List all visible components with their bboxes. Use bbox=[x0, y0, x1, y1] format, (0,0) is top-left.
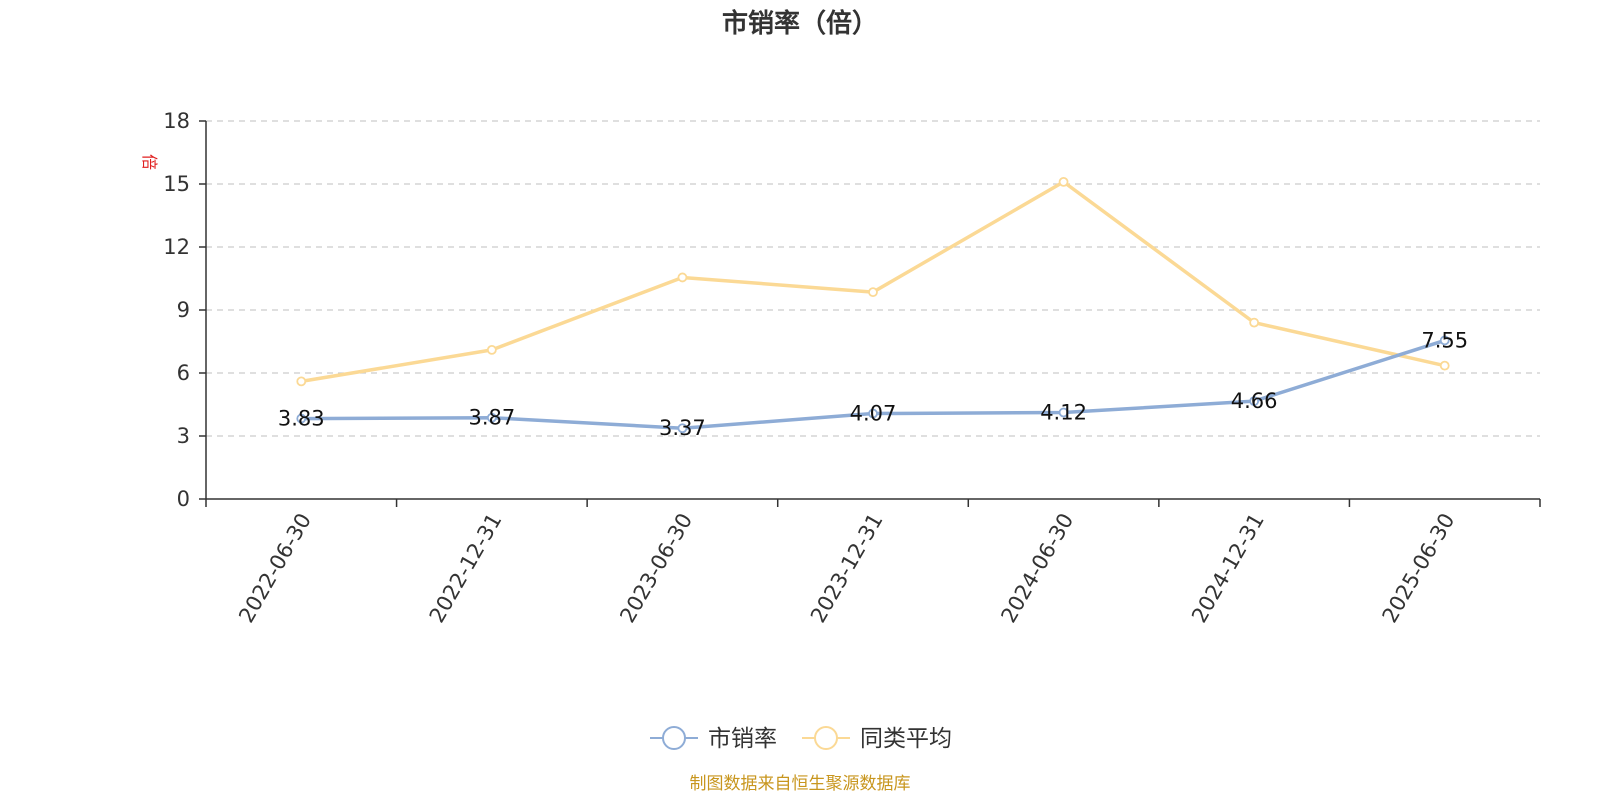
data-point bbox=[868, 408, 878, 419]
data-label: 4.07 bbox=[850, 402, 897, 426]
source-note: 制图数据来自恒生聚源数据库 bbox=[690, 774, 911, 794]
y-tick-label: 0 bbox=[177, 487, 190, 511]
y-tick-label: 12 bbox=[163, 235, 190, 259]
x-tick-label: 2022-06-30 bbox=[234, 509, 316, 627]
data-point bbox=[1249, 396, 1260, 407]
data-label: 3.87 bbox=[468, 406, 515, 430]
x-tick-label: 2024-06-30 bbox=[996, 509, 1078, 627]
data-label: 7.55 bbox=[1421, 328, 1468, 352]
x-tick-label: 2023-12-31 bbox=[806, 509, 888, 627]
legend-label: 同类平均 bbox=[860, 726, 952, 752]
legend-marker bbox=[814, 726, 838, 750]
data-point bbox=[1058, 407, 1069, 418]
legend-item-peer-average[interactable]: 同类平均 bbox=[802, 726, 952, 752]
data-label: 4.12 bbox=[1040, 400, 1087, 424]
data-point bbox=[677, 272, 688, 283]
data-point bbox=[868, 287, 878, 298]
y-tick-label: 9 bbox=[177, 298, 190, 322]
data-point bbox=[486, 344, 497, 355]
legend-label: 市销率 bbox=[708, 726, 777, 752]
y-tick-label: 18 bbox=[163, 109, 190, 133]
x-tick-label: 2023-06-30 bbox=[615, 509, 697, 627]
axes bbox=[199, 120, 1541, 507]
data-point bbox=[296, 413, 307, 424]
data-point bbox=[1439, 360, 1450, 371]
chart-title: 市销率（倍） bbox=[722, 8, 878, 39]
data-point bbox=[1058, 176, 1069, 187]
legend-item-ps-ratio[interactable]: 市销率 bbox=[650, 726, 777, 752]
y-tick-label: 15 bbox=[163, 172, 190, 196]
x-tick-label: 2025-06-30 bbox=[1378, 509, 1460, 627]
data-label: 3.83 bbox=[278, 407, 325, 431]
tick-labels: 0 3 6 9 12 15 18 2022-06-30 2022-12-31 2023-06-30… bbox=[163, 109, 1459, 627]
data-point bbox=[1439, 335, 1450, 346]
series-line-peer-average bbox=[301, 180, 1446, 384]
data-labels: 3.83 3.87 3.37 4.07 4.12 4.66 7.55 bbox=[278, 328, 1468, 440]
x-tick-label: 2024-12-31 bbox=[1187, 509, 1269, 627]
grid-lines bbox=[206, 120, 1540, 437]
data-point bbox=[486, 412, 497, 423]
data-label: 4.66 bbox=[1231, 389, 1278, 413]
series-layer bbox=[296, 176, 1450, 434]
data-point bbox=[1249, 317, 1260, 328]
y-tick-label: 3 bbox=[177, 424, 190, 448]
legend-marker bbox=[662, 726, 686, 750]
legend[interactable]: 市销率 同类平均 bbox=[650, 726, 952, 752]
x-tick-label: 2022-12-31 bbox=[425, 509, 507, 627]
y-tick-label: 6 bbox=[177, 361, 190, 385]
data-label: 3.37 bbox=[659, 416, 706, 440]
data-point bbox=[296, 376, 307, 387]
data-point bbox=[677, 423, 688, 434]
y-axis-unit-label: 倍 bbox=[140, 154, 159, 170]
